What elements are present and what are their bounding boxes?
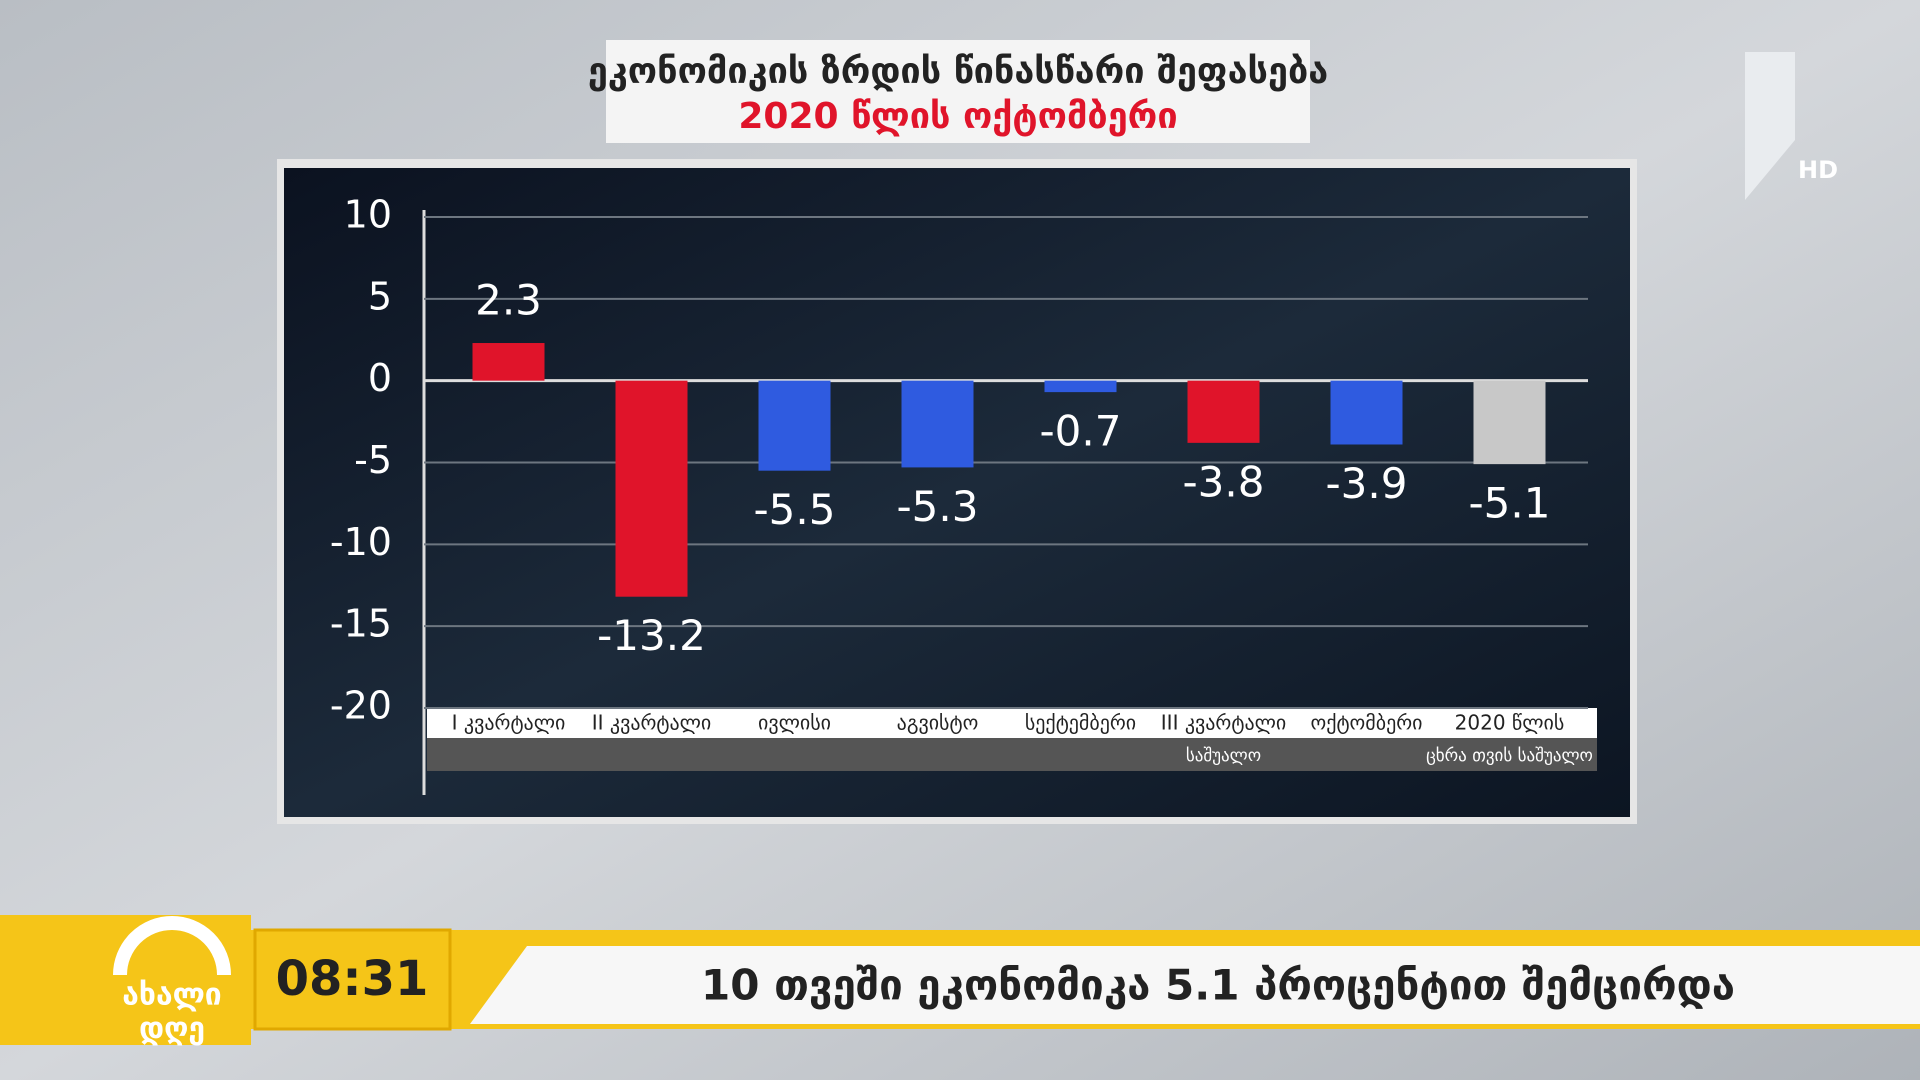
bar — [472, 343, 545, 381]
ticker-headline: 10 თვეში ეკონომიკა 5.1 პროცენტით შემცირდ… — [701, 961, 1735, 1010]
value-label: -3.8 — [1183, 457, 1265, 506]
x-tick-label: საშუალო — [1186, 746, 1261, 766]
bar — [901, 380, 974, 468]
value-label: -13.2 — [597, 611, 706, 660]
headline-box — [470, 946, 1920, 1024]
chart-title: ეკონომიკის ზრდის წინასწარი შეფასება — [588, 51, 1328, 92]
y-tick-label: -10 — [330, 520, 392, 564]
y-tick-label: -15 — [330, 602, 392, 646]
bar — [1330, 380, 1403, 445]
x-tick-label: I კვარტალი — [452, 711, 566, 735]
logo-line: ახალი — [122, 978, 221, 1013]
x-tick-label: ცხრა თვის საშუალო — [1426, 746, 1593, 766]
bar — [1473, 380, 1546, 465]
value-label: -5.1 — [1469, 479, 1551, 528]
y-tick-label: 10 — [344, 193, 392, 237]
hd-badge: HD — [1798, 156, 1838, 184]
x-tick-label: II კვარტალი — [592, 711, 712, 735]
value-label: -5.3 — [897, 482, 979, 531]
chart-subtitle: 2020 წლის ოქტომბერი — [738, 96, 1177, 137]
y-tick-label: 5 — [368, 274, 392, 318]
x-tick-label: III კვარტალი — [1161, 711, 1286, 735]
x-tick-label: ოქტომბერი — [1310, 711, 1422, 735]
bar — [758, 380, 831, 471]
y-tick-label: -5 — [354, 438, 392, 482]
x-tick-label: სექტემბერი — [1025, 711, 1136, 735]
ticker-time: 08:31 — [276, 951, 429, 1007]
channel-logo — [1745, 52, 1795, 200]
category-row — [427, 708, 1597, 738]
time-box — [253, 928, 452, 1031]
title-box — [606, 40, 1310, 143]
plot: -20 -15 -10 -5 0 5 10 I კვარტალი 2.3 II კვარტალი -… — [330, 193, 1593, 767]
x-tick-label: 2020 წლის — [1455, 711, 1565, 735]
category-subrow — [427, 738, 1597, 771]
bar — [615, 380, 688, 597]
bar — [1044, 380, 1117, 393]
bar — [1187, 380, 1260, 443]
y-tick-label: 0 — [368, 356, 392, 400]
x-tick-label: ივლისი — [758, 711, 831, 735]
value-label: -3.9 — [1326, 459, 1408, 508]
y-tick-label: -20 — [330, 684, 392, 728]
x-tick-label: აგვისტო — [897, 711, 979, 735]
value-label: -0.7 — [1040, 407, 1122, 456]
value-label: 2.3 — [475, 276, 542, 325]
logo-line: დღე — [139, 1012, 205, 1047]
logo-arc — [113, 916, 231, 976]
value-label: -5.5 — [754, 485, 836, 534]
